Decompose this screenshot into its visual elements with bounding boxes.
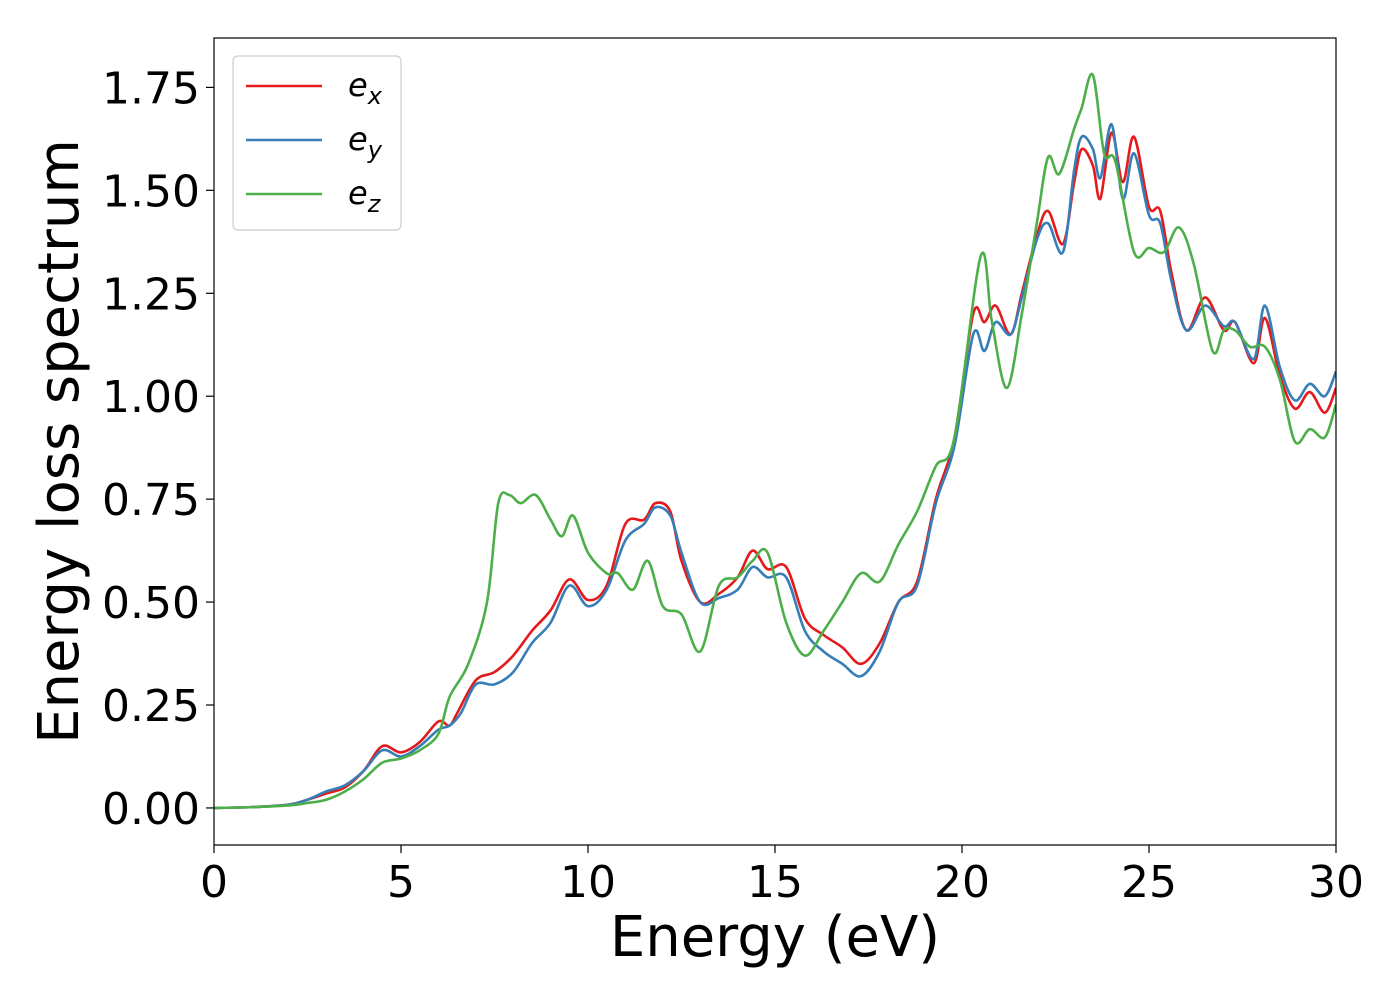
y-tick-label: 1.50: [102, 166, 200, 217]
legend-box: [232, 55, 402, 231]
x-tick-label: 5: [387, 857, 415, 908]
y-tick-label: 1.25: [102, 269, 200, 320]
x-axis-label: Energy (eV): [610, 905, 940, 970]
y-axis-label: Energy loss spectrum: [27, 139, 92, 744]
x-tick-label: 20: [934, 857, 990, 908]
y-tick-label: 0.25: [102, 681, 200, 732]
x-tick-label: 10: [560, 857, 616, 908]
y-tick-label: 0.50: [102, 578, 200, 629]
y-tick-label: 1.75: [102, 63, 200, 114]
y-tick-label: 1.00: [102, 372, 200, 423]
legend-label-ez: ez: [348, 174, 382, 218]
x-tick-label: 15: [747, 857, 803, 908]
series-line-ez: [214, 72, 1336, 810]
plot-lines: [214, 72, 1336, 810]
y-tick-label: 0.00: [102, 784, 200, 835]
series-line-ey: [214, 123, 1336, 810]
x-tick-label: 0: [200, 857, 228, 908]
legend-label-ex: ex: [348, 66, 383, 110]
legend-label-ey: ey: [348, 120, 383, 164]
y-tick-label: 0.75: [102, 475, 200, 526]
x-tick-label: 30: [1308, 857, 1364, 908]
y-axis: 0.00 0.25 0.50 0.75 1.00 1.25 1.50 1.75: [102, 63, 214, 835]
x-axis: 0 5 10 15 20 25 30: [200, 845, 1364, 908]
series-line-ex: [214, 131, 1336, 810]
x-tick-label: 25: [1121, 857, 1177, 908]
legend: ex ey ez: [232, 55, 402, 231]
